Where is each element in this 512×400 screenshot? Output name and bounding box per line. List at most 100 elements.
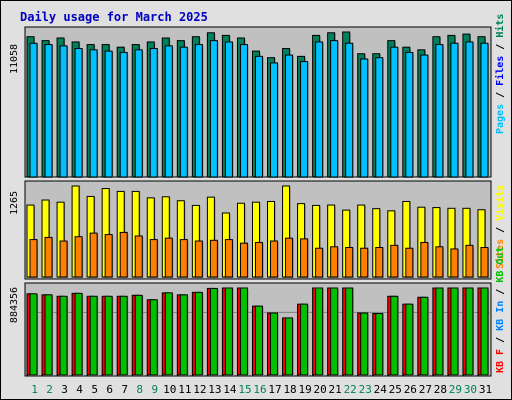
legend-kbout: KB Out bbox=[495, 247, 506, 283]
x-tick-day-7: 7 bbox=[121, 383, 128, 396]
bar-sites-day-17 bbox=[270, 240, 279, 278]
x-tick-day-3: 3 bbox=[61, 383, 68, 396]
bar-kbout-day-4 bbox=[74, 292, 83, 376]
bar-sites-day-21 bbox=[330, 246, 339, 278]
bar-kbout-day-21 bbox=[330, 287, 339, 376]
bar-pages-day-8 bbox=[134, 49, 143, 178]
x-tick-day-2: 2 bbox=[46, 383, 53, 396]
bar-kbout-day-30 bbox=[465, 287, 474, 376]
x-tick-day-23: 23 bbox=[359, 383, 372, 396]
bar-pages-day-29 bbox=[450, 42, 459, 178]
bar-kbout-day-11 bbox=[179, 294, 188, 376]
bar-pages-day-20 bbox=[315, 41, 324, 178]
bar-sites-day-3 bbox=[59, 240, 68, 278]
bar-sites-day-29 bbox=[450, 248, 459, 278]
bar-kbout-day-10 bbox=[164, 292, 173, 376]
x-tick-day-17: 17 bbox=[268, 383, 281, 396]
legend-sep: / bbox=[495, 283, 506, 301]
bar-sites-day-31 bbox=[480, 247, 489, 278]
bar-kbout-day-5 bbox=[89, 295, 98, 376]
bar-sites-day-19 bbox=[300, 238, 309, 278]
bar-kbout-day-14 bbox=[224, 287, 233, 376]
bar-pages-day-7 bbox=[119, 51, 128, 178]
legend-sep: / bbox=[495, 331, 506, 349]
bar-sites-day-2 bbox=[44, 236, 53, 278]
legend-sep: / bbox=[495, 221, 506, 239]
x-tick-day-24: 24 bbox=[374, 383, 388, 396]
legend-pages: Pages bbox=[495, 104, 506, 134]
bar-pages-day-23 bbox=[360, 58, 369, 178]
bar-pages-day-19 bbox=[300, 61, 309, 178]
legend-visits: Visits bbox=[494, 185, 506, 221]
bar-sites-day-13 bbox=[209, 239, 218, 278]
x-tick-day-18: 18 bbox=[283, 383, 296, 396]
bar-pages-day-16 bbox=[254, 55, 263, 178]
bar-kbout-day-31 bbox=[480, 287, 489, 376]
bar-kbout-day-15 bbox=[239, 287, 248, 376]
bar-pages-day-30 bbox=[465, 41, 474, 178]
x-tick-day-9: 9 bbox=[151, 383, 158, 396]
x-tick-day-26: 26 bbox=[404, 383, 417, 396]
bar-pages-day-17 bbox=[270, 62, 279, 178]
legend-kbin: KB In bbox=[495, 301, 506, 331]
bar-sites-day-6 bbox=[104, 234, 113, 278]
bar-sites-day-18 bbox=[285, 237, 294, 278]
bar-pages-day-24 bbox=[375, 57, 384, 178]
bar-pages-day-11 bbox=[179, 46, 188, 178]
bar-kbout-day-16 bbox=[254, 305, 263, 376]
x-tick-day-8: 8 bbox=[136, 383, 143, 396]
bar-pages-day-2 bbox=[44, 44, 53, 178]
x-tick-day-16: 16 bbox=[253, 383, 266, 396]
bar-sites-day-26 bbox=[405, 247, 414, 278]
bar-pages-day-6 bbox=[104, 50, 113, 178]
bar-kbout-day-27 bbox=[420, 296, 429, 376]
bar-kbout-day-6 bbox=[104, 295, 113, 376]
bar-kbout-day-28 bbox=[435, 287, 444, 376]
bar-sites-day-7 bbox=[119, 231, 128, 278]
x-tick-day-12: 12 bbox=[193, 383, 206, 396]
bar-sites-day-27 bbox=[420, 241, 429, 278]
bar-kbout-day-1 bbox=[29, 293, 38, 376]
x-tick-day-10: 10 bbox=[163, 383, 176, 396]
legend-kbf: KB F bbox=[495, 349, 506, 373]
x-tick-day-1: 1 bbox=[31, 383, 38, 396]
bar-pages-day-27 bbox=[420, 54, 429, 178]
bar-sites-day-20 bbox=[315, 247, 324, 278]
bar-sites-day-30 bbox=[465, 244, 474, 278]
x-tick-day-19: 19 bbox=[298, 383, 311, 396]
bar-kbout-day-17 bbox=[270, 312, 279, 376]
bar-sites-day-10 bbox=[164, 237, 173, 278]
bar-sites-day-22 bbox=[345, 247, 354, 278]
bar-kbout-day-18 bbox=[285, 317, 294, 376]
x-tick-day-11: 11 bbox=[178, 383, 191, 396]
bar-sites-day-28 bbox=[435, 246, 444, 278]
x-tick-day-21: 21 bbox=[329, 383, 342, 396]
bar-kbout-day-3 bbox=[59, 295, 68, 376]
bar-sites-day-8 bbox=[134, 235, 143, 278]
bar-kbout-day-26 bbox=[405, 303, 414, 376]
y-max-label-kbytes: 884356 bbox=[9, 287, 20, 323]
bar-pages-day-31 bbox=[480, 42, 489, 178]
bar-kbout-day-7 bbox=[119, 295, 128, 376]
bar-kbout-day-2 bbox=[44, 294, 53, 376]
bar-sites-day-16 bbox=[254, 241, 263, 278]
x-tick-day-4: 4 bbox=[76, 383, 83, 396]
x-tick-day-13: 13 bbox=[208, 383, 221, 396]
chart-title: Daily usage for March 2025 bbox=[20, 10, 208, 24]
bar-pages-day-10 bbox=[164, 45, 173, 178]
x-tick-day-28: 28 bbox=[434, 383, 447, 396]
x-tick-day-31: 31 bbox=[479, 383, 492, 396]
legend-sep: / bbox=[495, 38, 506, 56]
bar-pages-day-15 bbox=[239, 44, 248, 178]
legend-visits-sites: Sites / Visits bbox=[494, 185, 506, 269]
x-tick-day-14: 14 bbox=[223, 383, 237, 396]
legend-hits: Hits bbox=[494, 14, 506, 38]
legend-kbytes: KB F / KB In / KB Out bbox=[495, 247, 506, 373]
x-tick-day-29: 29 bbox=[449, 383, 462, 396]
x-tick-day-25: 25 bbox=[389, 383, 402, 396]
x-tick-day-20: 20 bbox=[314, 383, 327, 396]
bar-pages-day-3 bbox=[59, 45, 68, 178]
bar-sites-day-9 bbox=[149, 239, 158, 278]
